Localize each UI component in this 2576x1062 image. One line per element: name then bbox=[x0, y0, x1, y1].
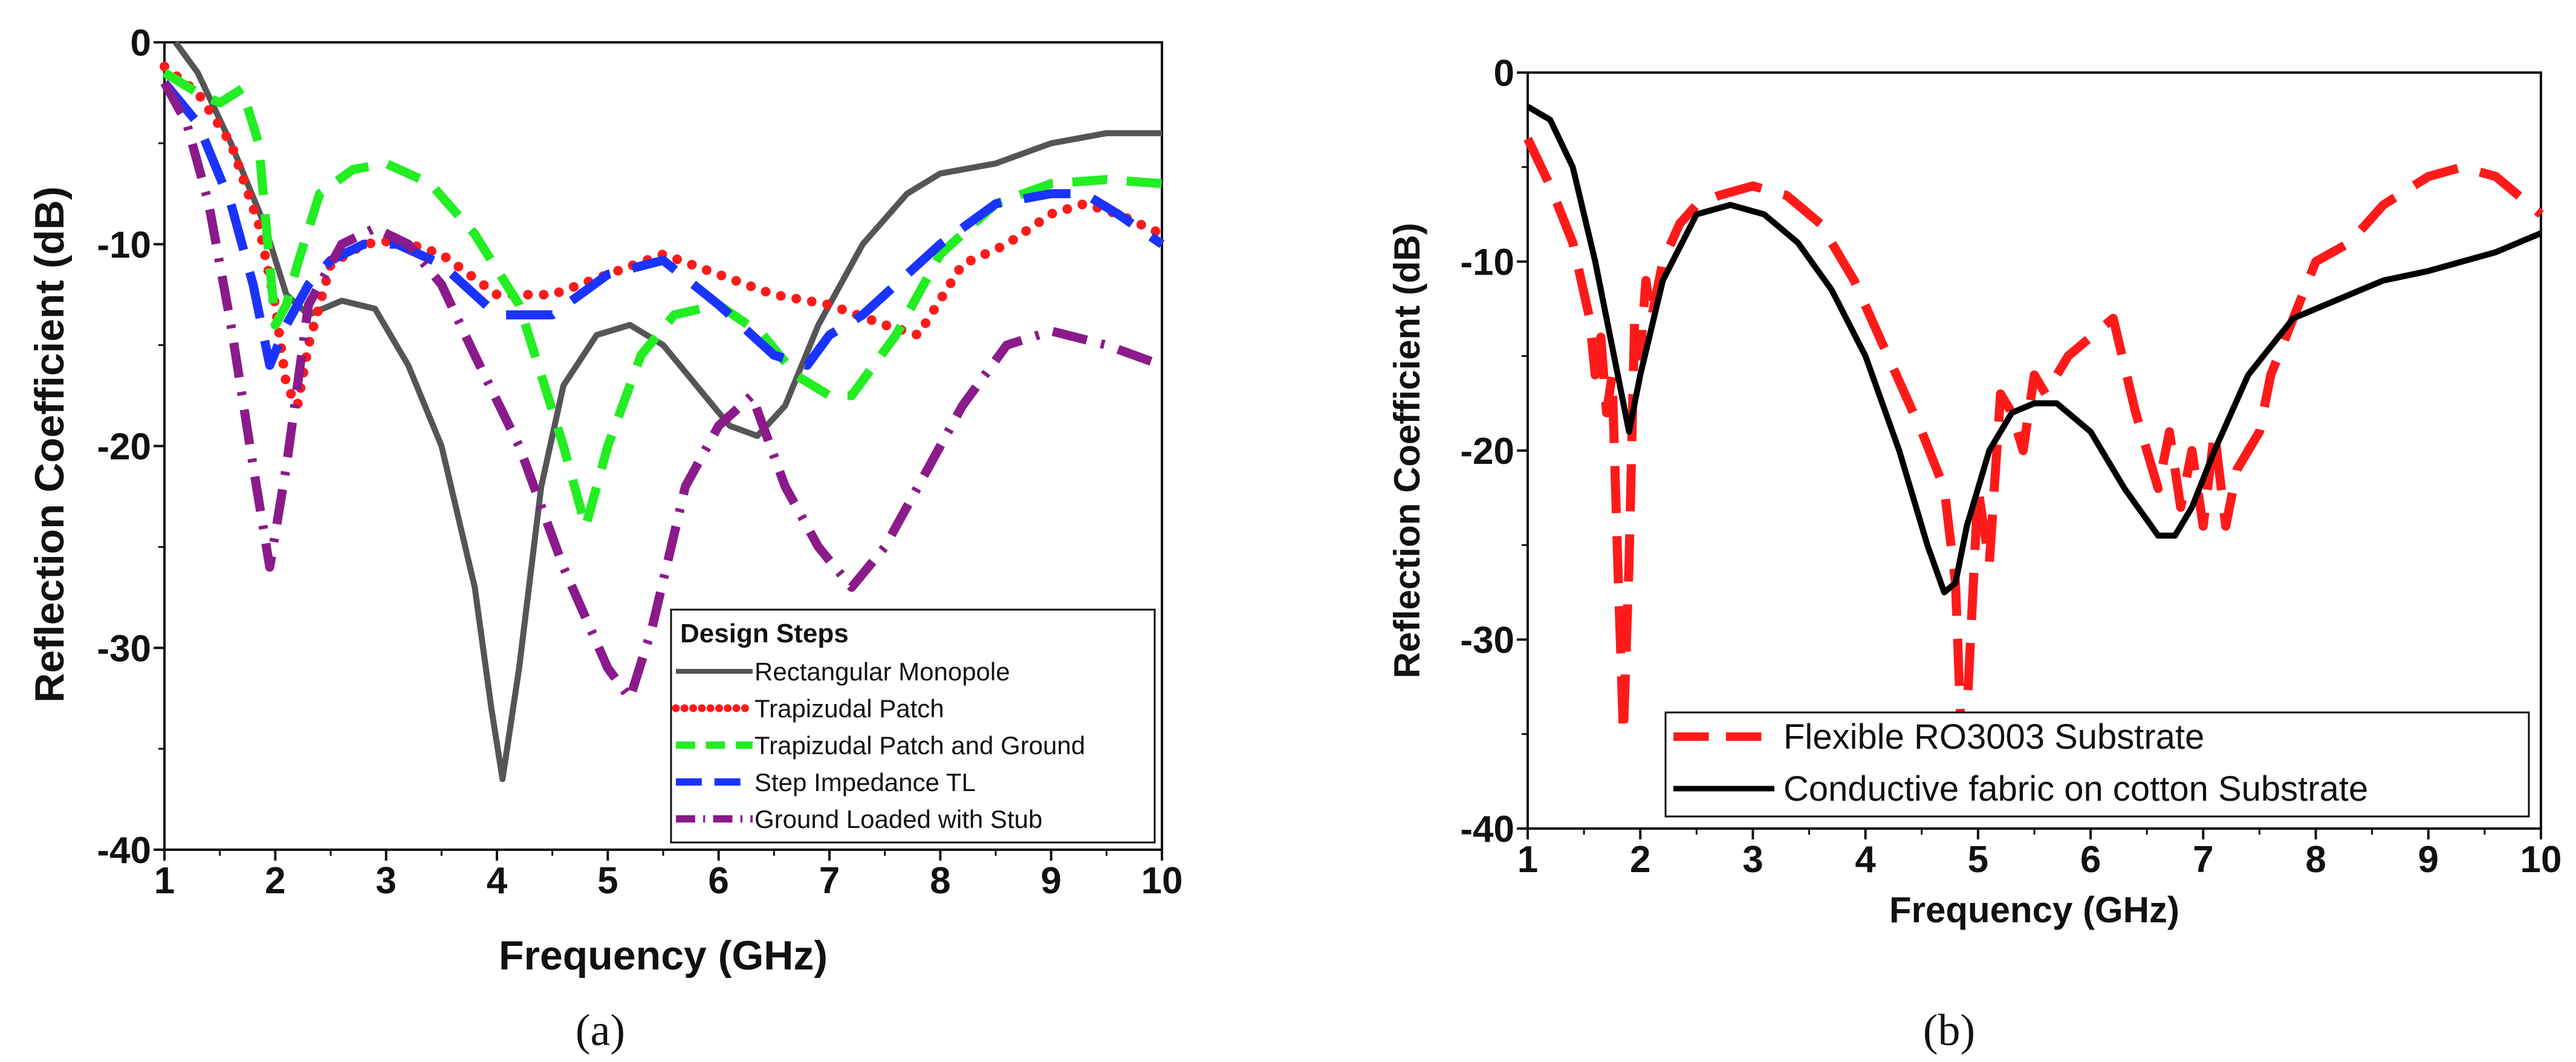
chart-b-legend: Flexible RO3003 Substrate Conductive fabr… bbox=[1664, 711, 2530, 818]
chart-a-y-tick-label: -20 bbox=[97, 426, 151, 468]
chart-a-x-tick-label: 3 bbox=[375, 860, 396, 902]
chart-b-x-tick-label: 10 bbox=[2520, 839, 2562, 881]
chart-b: 0 -10 -20 -30 -40 1 2 3 4 5 6 7 8 9 10 Frequency (GHz… bbox=[1387, 53, 2561, 1055]
chart-a-series-line-2 bbox=[160, 62, 1167, 411]
chart-a-x-tick-label: 7 bbox=[819, 860, 840, 902]
chart-a-legend-entries: Rectangular Monopole Trapizudal Patch Trap… bbox=[672, 657, 1085, 833]
chart-a-x-tick-label: 9 bbox=[1040, 860, 1061, 902]
chart-a-x-tick-label: 10 bbox=[1141, 860, 1183, 902]
chart-b-series-group bbox=[1523, 103, 2544, 739]
chart-a-legend-label-3: Trapizudal Patch and Ground bbox=[754, 731, 1085, 760]
chart-a-ticks-group bbox=[154, 41, 1163, 861]
chart-a-y-tick-label: -40 bbox=[97, 830, 151, 871]
chart-a-caption: (a) bbox=[576, 1006, 625, 1055]
chart-b-y-tick-labels: 0 -10 -20 -30 -40 bbox=[1460, 53, 1514, 850]
chart-b-x-tick-labels: 1 2 3 4 5 6 7 8 9 10 bbox=[1517, 839, 2562, 881]
chart-a-x-tick-labels: 1 2 3 4 5 6 7 8 9 10 bbox=[154, 860, 1183, 902]
chart-b-caption: (b) bbox=[1923, 1006, 1975, 1055]
chart-a-legend-box bbox=[670, 608, 1156, 844]
chart-a-x-tick-label: 1 bbox=[154, 860, 175, 902]
chart-a-x-tick-label: 4 bbox=[487, 860, 508, 902]
chart-a-legend-label-1: Rectangular Monopole bbox=[754, 657, 1010, 686]
chart-b-legend-entries: Flexible RO3003 Substrate Conductive fabr… bbox=[1673, 717, 2368, 809]
chart-a-legend-label-5: Ground Loaded with Stub bbox=[754, 805, 1042, 833]
chart-a-x-tick-label: 2 bbox=[265, 860, 285, 902]
chart-a-y-tick-labels: 0 -10 -20 -30 -40 bbox=[97, 22, 151, 871]
chart-b-y-axis-title: Reflection Coefficient (dB) bbox=[1387, 223, 1427, 678]
chart-b-y-tick-label: -20 bbox=[1460, 431, 1514, 472]
chart-a-x-tick-label: 5 bbox=[597, 860, 618, 902]
chart-a-y-tick-label: -10 bbox=[97, 224, 151, 266]
chart-a-legend-title: Design Steps bbox=[680, 619, 849, 648]
chart-b-x-tick-label: 7 bbox=[2193, 839, 2213, 881]
chart-b-y-tick-label: -40 bbox=[1460, 809, 1514, 850]
chart-a-series-line-5 bbox=[160, 80, 1164, 703]
chart-a-series-line-4 bbox=[161, 80, 1165, 370]
chart-a-y-tick-label: 0 bbox=[131, 22, 151, 64]
chart-a-y-axis-title: Reflection Coefficient (dB) bbox=[27, 186, 73, 703]
chart-b-legend-label-1: Flexible RO3003 Substrate bbox=[1783, 717, 2204, 757]
chart-b-legend-label-2: Conductive fabric on cotton Substrate bbox=[1783, 769, 2368, 809]
chart-b-x-tick-label: 4 bbox=[1855, 839, 1876, 881]
chart-b-x-tick-label: 1 bbox=[1517, 839, 1538, 881]
chart-b-x-tick-label: 9 bbox=[2418, 839, 2439, 881]
chart-a-legend: Design Steps Rectangular Monopole Trapizu… bbox=[670, 608, 1156, 844]
chart-a: 0 -10 -20 -30 -40 1 2 3 4 5 6 7 8 9 10 Frequency (GHz… bbox=[27, 22, 1183, 1055]
chart-b-x-tick-label: 2 bbox=[1630, 839, 1650, 881]
chart-a-series-group bbox=[160, 41, 1167, 783]
chart-b-x-tick-label: 3 bbox=[1742, 839, 1763, 881]
chart-b-x-tick-label: 8 bbox=[2305, 839, 2326, 881]
chart-b-y-tick-label: -10 bbox=[1460, 242, 1514, 284]
chart-a-legend-label-4: Step Impedance TL bbox=[754, 768, 976, 796]
chart-a-x-tick-label: 6 bbox=[708, 860, 728, 902]
chart-b-x-tick-label: 6 bbox=[2080, 839, 2101, 881]
chart-a-legend-label-2: Trapizudal Patch bbox=[754, 694, 944, 723]
chart-a-x-tick-label: 8 bbox=[930, 860, 950, 902]
chart-a-x-axis-title: Frequency (GHz) bbox=[499, 933, 828, 979]
chart-a-series-line-3 bbox=[162, 68, 1163, 532]
chart-b-series-line-2 bbox=[1526, 103, 2542, 596]
chart-b-x-axis-title: Frequency (GHz) bbox=[1889, 890, 2179, 930]
chart-b-x-tick-label: 5 bbox=[1968, 839, 1988, 881]
chart-b-legend-box bbox=[1664, 711, 2530, 818]
chart-a-y-tick-label: -30 bbox=[97, 628, 151, 669]
chart-b-y-tick-label: -30 bbox=[1460, 620, 1514, 662]
chart-b-y-tick-label: 0 bbox=[1494, 53, 1514, 94]
chart-b-series-line-1 bbox=[1523, 137, 2544, 739]
chart-b-ticks-group bbox=[1517, 71, 2542, 839]
